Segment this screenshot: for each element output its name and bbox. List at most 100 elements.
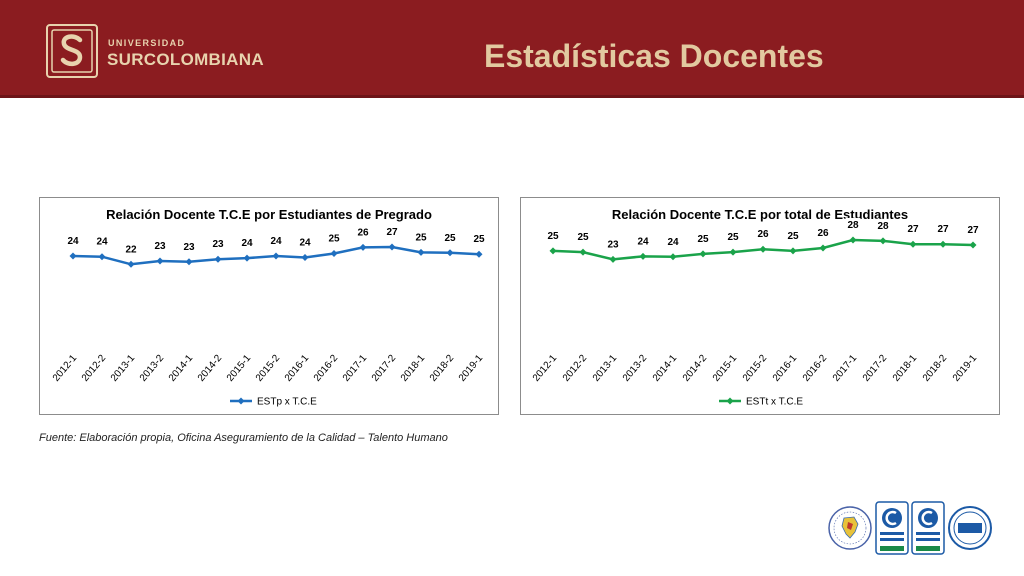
data-point [417,248,425,256]
header-bar: UNIVERSIDAD SURCOLOMBIANA Estadísticas D… [0,0,1024,98]
x-tick-label: 2014-1 [651,353,680,384]
chart-pregrado-svg: Relación Docente T.C.E por Estudiantes d… [51,207,487,408]
x-tick-label: 2012-2 [80,353,109,384]
data-label: 25 [328,233,340,244]
data-label-background [65,234,81,247]
iqnet-icon [948,506,992,550]
x-tick-label: 2015-1 [225,353,254,384]
header-divider [0,95,1024,98]
data-label: 23 [607,239,619,250]
data-label-background [152,239,168,253]
data-point [330,249,338,257]
x-tick-label: 2016-1 [283,353,312,384]
data-point [759,245,767,253]
data-label: 25 [444,233,456,244]
data-label: 23 [154,241,166,252]
data-label-background [181,239,197,253]
data-label: 27 [907,224,919,235]
x-tick-label: 2016-2 [801,353,830,384]
x-tick-label: 2018-1 [399,353,428,384]
data-point [639,252,647,260]
x-tick-label: 2016-1 [771,353,800,384]
data-label: 24 [667,237,679,248]
data-label-background [965,223,981,237]
data-label-background [545,228,561,242]
data-point [789,247,797,255]
data-label-background [355,225,371,239]
data-label: 26 [357,227,369,238]
data-label-background [935,222,951,236]
x-tick-label: 2017-1 [341,353,370,384]
data-point [969,241,977,249]
data-label: 28 [877,221,889,232]
data-label: 24 [67,236,79,247]
university-logo-icon [46,24,98,78]
data-label: 27 [967,225,979,236]
data-label: 25 [727,232,739,243]
x-tick-label: 2013-2 [138,353,167,384]
data-point [98,253,106,261]
data-point [549,247,557,255]
icontec-ntcgp-icon [875,501,909,555]
data-point [699,250,707,258]
x-tick-label: 2015-2 [741,353,770,384]
data-label-background [605,237,621,251]
data-point [819,244,827,252]
data-label-background [384,225,400,238]
data-label: 24 [299,237,311,248]
data-label-background [785,228,801,242]
x-tick-label: 2014-1 [167,353,196,384]
data-label-background [845,218,861,231]
data-point [301,253,309,261]
data-point [243,254,251,262]
data-label: 25 [577,232,589,243]
data-label-background [442,230,458,244]
x-tick-label: 2016-2 [312,353,341,384]
data-label: 25 [547,231,559,242]
data-label-background [725,230,741,244]
data-label-background [123,242,139,256]
data-point [729,248,737,256]
x-tick-label: 2019-1 [951,353,980,384]
data-label-background [210,237,226,251]
data-point [849,236,857,244]
data-label-background [695,231,711,245]
chart-total-estudiantes: Relación Docente T.C.E por total de Estu… [520,197,1000,415]
data-point [388,243,396,251]
x-tick-label: 2017-1 [831,353,860,384]
chart-title: Relación Docente T.C.E por Estudiantes d… [106,207,432,222]
data-label-background [815,225,831,239]
legend-label: ESTt x T.C.E [746,397,803,408]
data-label: 27 [937,224,949,235]
data-point [127,260,135,268]
data-label-background [575,230,591,244]
data-label-background [755,227,771,241]
x-tick-label: 2014-2 [196,353,225,384]
x-tick-label: 2018-1 [891,353,920,384]
x-tick-label: 2014-2 [681,353,710,384]
data-point [69,252,77,260]
legend-marker [726,397,734,405]
icontec-iso-9001-icon [911,501,945,555]
data-point [909,240,917,248]
x-tick-label: 2012-1 [531,353,560,384]
data-label-background [413,230,429,244]
data-point [214,255,222,263]
data-label: 23 [183,242,195,253]
x-tick-label: 2012-1 [51,353,80,384]
chart-pregrado: Relación Docente T.C.E por Estudiantes d… [39,197,499,415]
x-tick-label: 2017-2 [370,353,399,384]
data-label: 26 [817,228,829,239]
data-label: 23 [212,239,224,250]
x-tick-label: 2017-2 [861,353,890,384]
data-label-background [239,236,255,250]
data-label-background [635,234,651,248]
data-label: 24 [96,237,108,248]
x-tick-label: 2019-1 [457,353,486,384]
data-point [609,255,617,263]
data-point [669,253,677,261]
x-tick-label: 2013-1 [109,353,138,384]
source-note: Fuente: Elaboración propia, Oficina Aseg… [39,432,448,444]
data-point [475,250,483,258]
data-label-background [875,218,891,232]
